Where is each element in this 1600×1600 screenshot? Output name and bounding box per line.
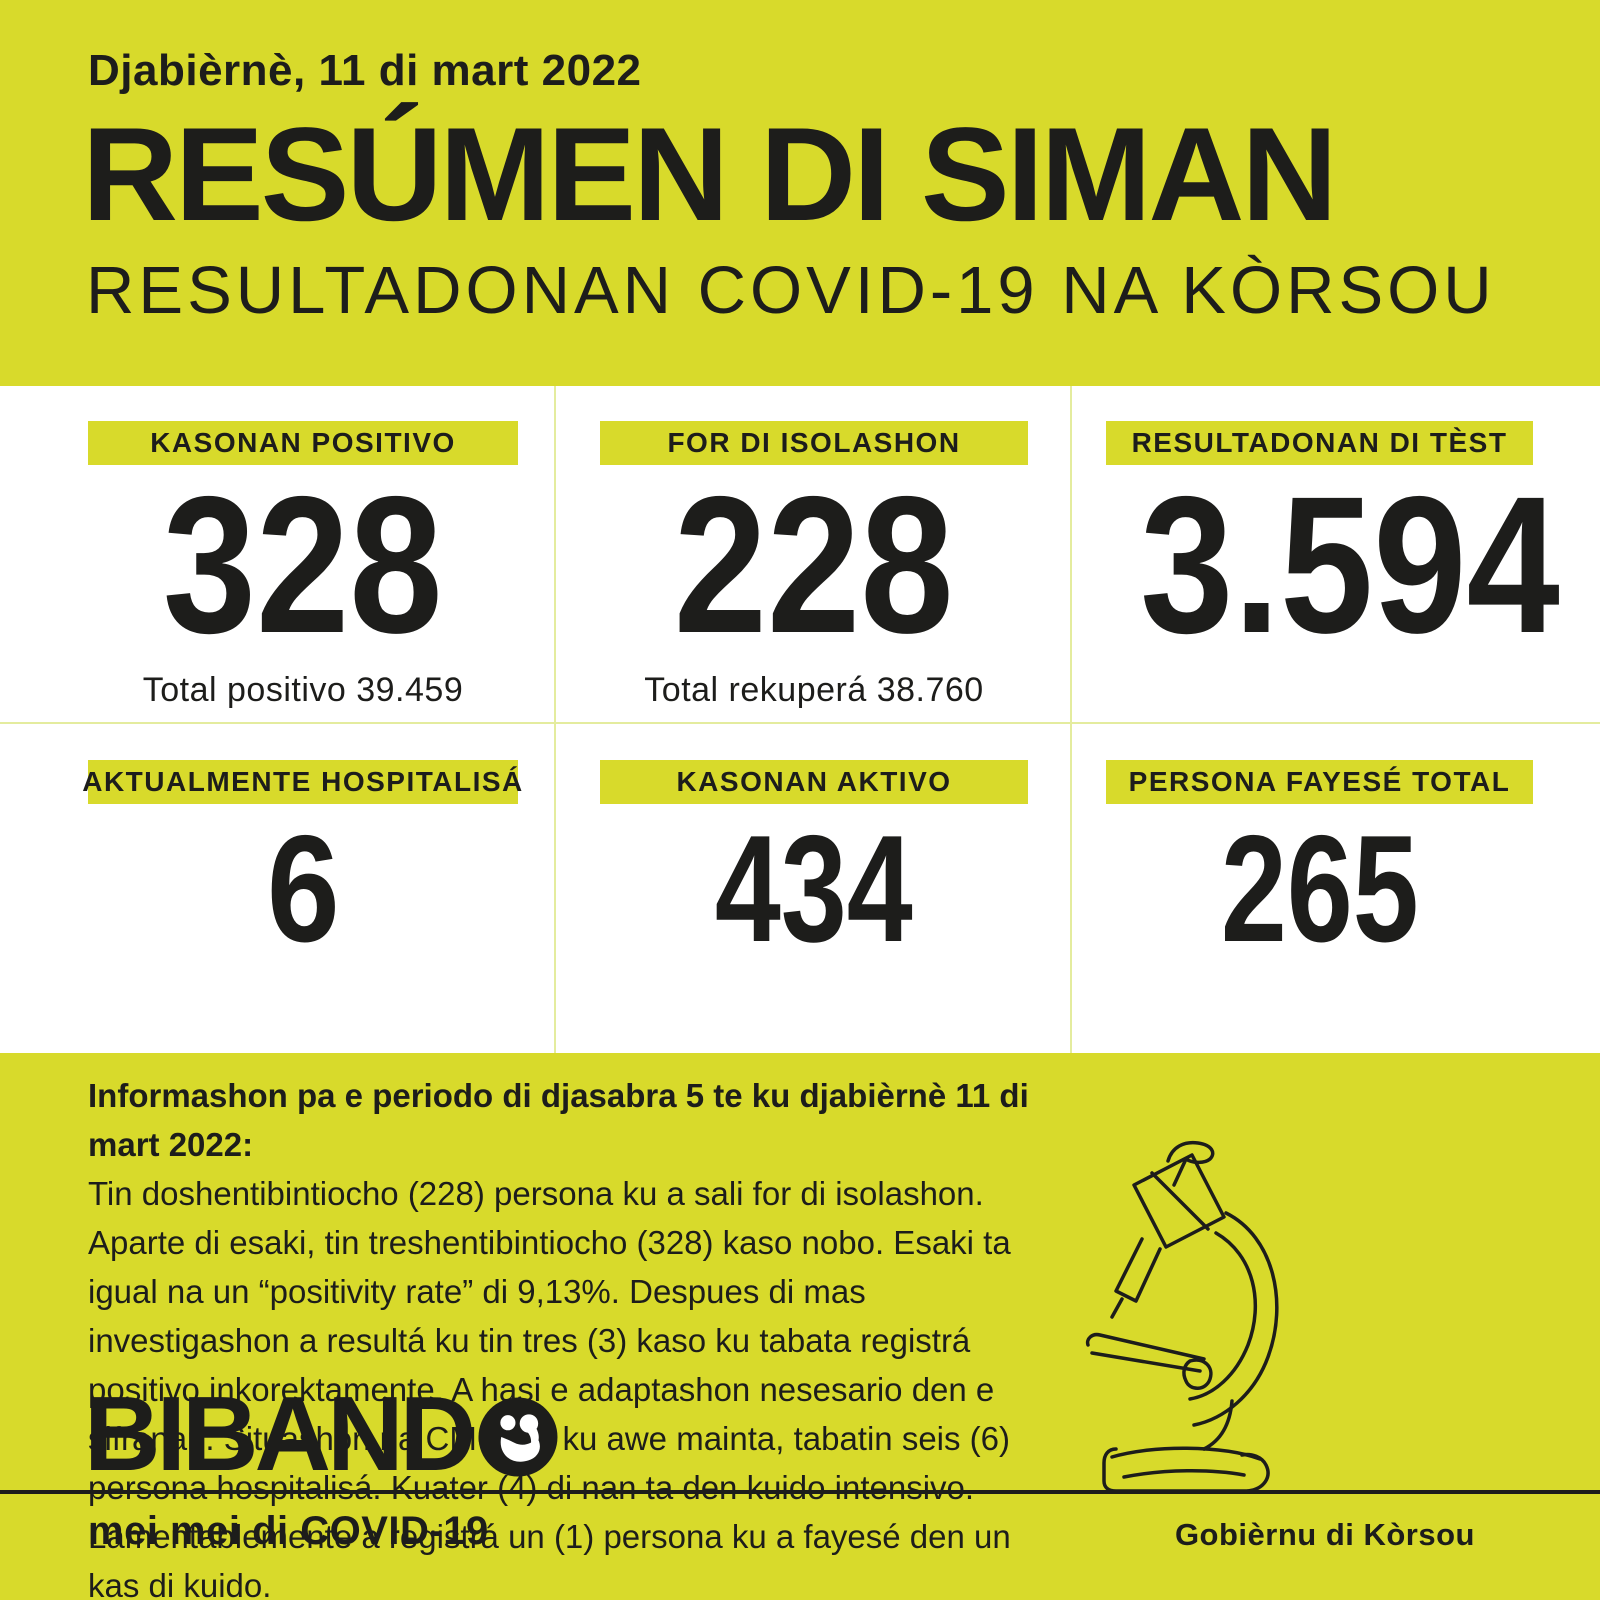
- stat-label: PERSONA FAYESÉ TOTAL: [1106, 760, 1533, 804]
- stat-value: 434: [715, 804, 913, 974]
- stat-value: 3.594: [1140, 456, 1560, 674]
- stat-label: KASONAN POSITIVO: [88, 421, 518, 465]
- stat-card-persona-fayese-total: PERSONA FAYESÉ TOTAL 265: [1106, 760, 1533, 980]
- column-divider: [554, 386, 556, 1053]
- stat-label: AKTUALMENTE HOSPITALISÁ: [82, 760, 522, 804]
- government-credit: Gobièrnu di Kòrsou: [1174, 1517, 1475, 1552]
- stat-value: 328: [163, 456, 443, 674]
- stat-card-aktualmente-hospitalisa: AKTUALMENTE HOSPITALISÁ 6: [82, 760, 522, 980]
- stat-card-resultadonan-di-test: RESULTADONAN DI TÈST 3.594: [1106, 421, 1560, 674]
- stat-note: Total positivo 39.459: [142, 671, 464, 709]
- stats-section: KASONAN POSITIVO 328 Total positivo 39.4…: [0, 386, 1600, 1053]
- page-title: RESÚMEN DI SIMAN: [82, 101, 1338, 249]
- stat-label: FOR DI ISOLASHON: [600, 421, 1028, 465]
- bibando-tagline: mei mei di COVID-19: [88, 1509, 489, 1553]
- microscope-line-art-icon: [1085, 1140, 1279, 1493]
- footer-divider-line: [0, 1490, 1600, 1494]
- stat-note: Total rekuperá 38.760: [644, 671, 984, 709]
- stat-card-for-di-isolashon: FOR DI ISOLASHON 228 Total rekuperá 38.7…: [600, 421, 1028, 710]
- stat-label: RESULTADONAN DI TÈST: [1106, 421, 1533, 465]
- footer-band: Informashon pa e periodo di djasabra 5 t…: [0, 1053, 1600, 1600]
- stat-card-kasonan-aktivo: KASONAN AKTIVO 434: [600, 760, 1028, 980]
- stat-value: 228: [674, 456, 954, 674]
- stat-value: 265: [1220, 804, 1419, 974]
- stat-value: 6: [266, 804, 340, 974]
- row-divider: [0, 722, 1600, 724]
- summary-body: Tin doshentibintiocho (228) persona ku a…: [88, 1175, 1011, 1600]
- report-date: Djabièrnè, 11 di mart 2022: [88, 46, 642, 95]
- summary-heading: Informashon pa e periodo di djasabra 5 t…: [88, 1077, 1029, 1163]
- stat-card-kasonan-positivo: KASONAN POSITIVO 328 Total positivo 39.4…: [88, 421, 518, 710]
- stat-label: KASONAN AKTIVO: [600, 760, 1028, 804]
- header-band: Djabièrnè, 11 di mart 2022 RESÚMEN DI SI…: [0, 0, 1600, 386]
- bibando-logo: BIBAND: [84, 1379, 560, 1489]
- bibando-wordmark: BIBAND: [84, 1375, 476, 1493]
- bibando-o-mark-icon: [478, 1397, 558, 1477]
- page-subtitle: RESULTADONAN COVID-19 NA KÒRSOU: [86, 253, 1496, 328]
- column-divider: [1070, 386, 1072, 1053]
- weekly-summary-text: Informashon pa e periodo di djasabra 5 t…: [88, 1071, 1053, 1600]
